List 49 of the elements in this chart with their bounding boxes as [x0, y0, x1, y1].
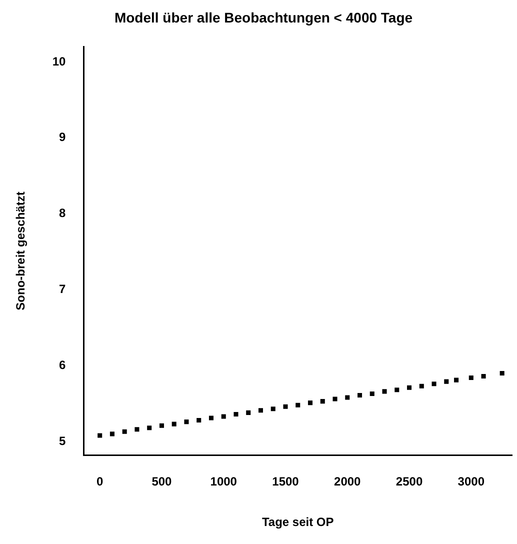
point — [454, 378, 459, 382]
point — [122, 429, 127, 434]
x-axis-title: Tage seit OP — [262, 515, 334, 530]
point — [134, 427, 140, 432]
x-tick-label: 0 — [96, 474, 104, 489]
x-tick-label: 500 — [152, 474, 172, 489]
y-tick-label: 8 — [59, 206, 66, 220]
point — [357, 392, 362, 398]
y-axis-title: Sono-breit geschätzt — [14, 192, 28, 310]
point — [332, 396, 338, 402]
chart-title: Modell über alle Beobachtungen < 4000 Tage — [114, 9, 413, 26]
x-tick-label: 1500 — [272, 474, 300, 489]
point — [407, 385, 412, 390]
point — [419, 384, 424, 388]
point — [296, 402, 300, 408]
point — [147, 426, 152, 430]
point — [159, 423, 164, 428]
point — [345, 395, 350, 400]
x-tick-label: 2000 — [334, 474, 362, 489]
y-tick-label: 7 — [59, 282, 66, 296]
point — [184, 420, 189, 424]
point — [172, 422, 176, 426]
point — [370, 391, 374, 396]
point — [208, 416, 214, 420]
x-tick-label: 2500 — [396, 474, 423, 489]
point — [110, 432, 114, 436]
y-tick-label: 10 — [52, 54, 66, 68]
point — [258, 408, 264, 413]
y-tick-label: 6 — [59, 358, 66, 372]
point — [196, 418, 202, 423]
point — [500, 370, 504, 376]
point — [283, 404, 288, 409]
x-tick-label: 1000 — [210, 474, 238, 489]
point — [394, 388, 400, 392]
point — [382, 389, 387, 394]
x-tick-label: 3000 — [458, 474, 485, 489]
point — [481, 374, 486, 379]
point — [320, 399, 325, 404]
point — [270, 406, 276, 412]
point — [246, 410, 251, 415]
point — [432, 382, 436, 386]
point — [98, 433, 102, 438]
y-tick-label: 9 — [59, 130, 66, 144]
point — [308, 400, 313, 406]
y-tick-label: 5 — [59, 434, 66, 448]
point — [468, 376, 474, 380]
point — [444, 379, 449, 384]
point — [234, 412, 238, 416]
point — [221, 414, 226, 419]
